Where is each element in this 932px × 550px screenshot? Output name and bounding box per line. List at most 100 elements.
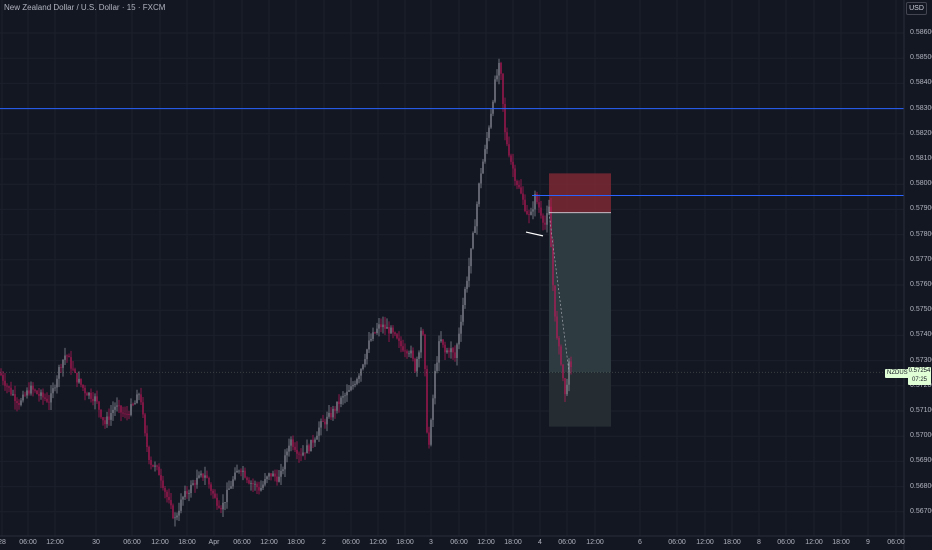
candle-body (56, 378, 58, 388)
candle-body (192, 483, 194, 485)
candle-body (34, 389, 36, 391)
candle-body (358, 375, 360, 379)
candle-body (92, 398, 94, 402)
candle-body (248, 480, 250, 484)
candle-body (46, 398, 48, 402)
candle-body (484, 149, 486, 162)
time-tick-label: 12:00 (260, 539, 278, 546)
candle-body (130, 404, 132, 415)
candle-body (8, 386, 10, 388)
candle-body (94, 396, 96, 402)
candle-body (374, 332, 376, 334)
candle-body (568, 361, 570, 385)
time-tick-label: 06:00 (450, 539, 468, 546)
candle-body (198, 475, 200, 478)
candle-body (88, 392, 90, 396)
candle-body (26, 390, 28, 396)
candle-body (60, 367, 62, 368)
time-tick-label: 4 (538, 539, 542, 546)
candle-body (380, 324, 382, 328)
candle-body (40, 392, 42, 396)
candle-body (390, 327, 392, 334)
candle-body (446, 350, 448, 353)
candle-body (334, 408, 336, 411)
candle-body (20, 400, 22, 405)
candle-body (164, 487, 166, 492)
candle-body (142, 402, 144, 415)
candle-body (304, 452, 306, 454)
candle-body (316, 435, 318, 440)
candle-body (276, 476, 278, 482)
candle-body (86, 393, 88, 396)
candle-body (64, 355, 66, 360)
candle-body (554, 285, 556, 317)
candle-body (52, 388, 54, 394)
trend-line (525, 231, 544, 237)
candle-body (122, 412, 124, 414)
candle-body (356, 378, 358, 384)
candle-body (432, 398, 434, 420)
candle-body (532, 209, 534, 212)
time-tick-label: 12:00 (369, 539, 387, 546)
candle-body (502, 73, 504, 105)
candle-body (378, 324, 380, 329)
candle-body (456, 344, 458, 359)
candle-body (398, 338, 400, 341)
candle-body (442, 339, 444, 345)
candle-body (348, 390, 350, 392)
candle-body (230, 486, 232, 489)
candle-body (372, 332, 374, 339)
candle-body (50, 393, 52, 403)
candle-body (350, 386, 352, 391)
time-tick-label: 18:00 (178, 539, 196, 546)
candle-body (320, 421, 322, 428)
candle-body (544, 222, 546, 225)
candle-body (244, 470, 246, 478)
candle-body (10, 387, 12, 395)
candle-body (194, 483, 196, 485)
candle-body (28, 390, 30, 394)
candle-body (408, 353, 410, 355)
candle-body (112, 409, 114, 414)
candle-body (322, 421, 324, 422)
candle-body (536, 193, 538, 203)
candle-body (326, 416, 328, 425)
candle-body (386, 327, 388, 329)
candle-body (324, 421, 326, 425)
time-tick-label: 12:00 (151, 539, 169, 546)
candle-body (540, 207, 542, 216)
candle-body (136, 394, 138, 404)
candle-body (478, 183, 480, 205)
candle-body (172, 505, 174, 518)
candle-body (190, 484, 192, 494)
candle-body (488, 127, 490, 138)
candle-body (0, 373, 2, 376)
candle-body (222, 502, 224, 510)
currency-button[interactable]: USD (906, 2, 927, 15)
candle-body (448, 350, 450, 353)
candle-body (388, 327, 390, 334)
candle-body (524, 199, 526, 212)
candle-body (36, 390, 38, 395)
time-tick-label: 12:00 (477, 539, 495, 546)
candle-body (452, 348, 454, 353)
candle-body (402, 346, 404, 351)
time-tick-label: 18:00 (504, 539, 522, 546)
candle-body (170, 500, 172, 506)
candle-body (128, 414, 130, 415)
candle-body (256, 483, 258, 488)
candle-body (542, 215, 544, 223)
candle-body (302, 452, 304, 456)
candle-body (260, 487, 262, 491)
profit-zone (549, 372, 611, 427)
candle-body (150, 460, 152, 465)
candle-body (228, 488, 230, 490)
candle-body (250, 483, 252, 484)
candle-body (214, 493, 216, 498)
